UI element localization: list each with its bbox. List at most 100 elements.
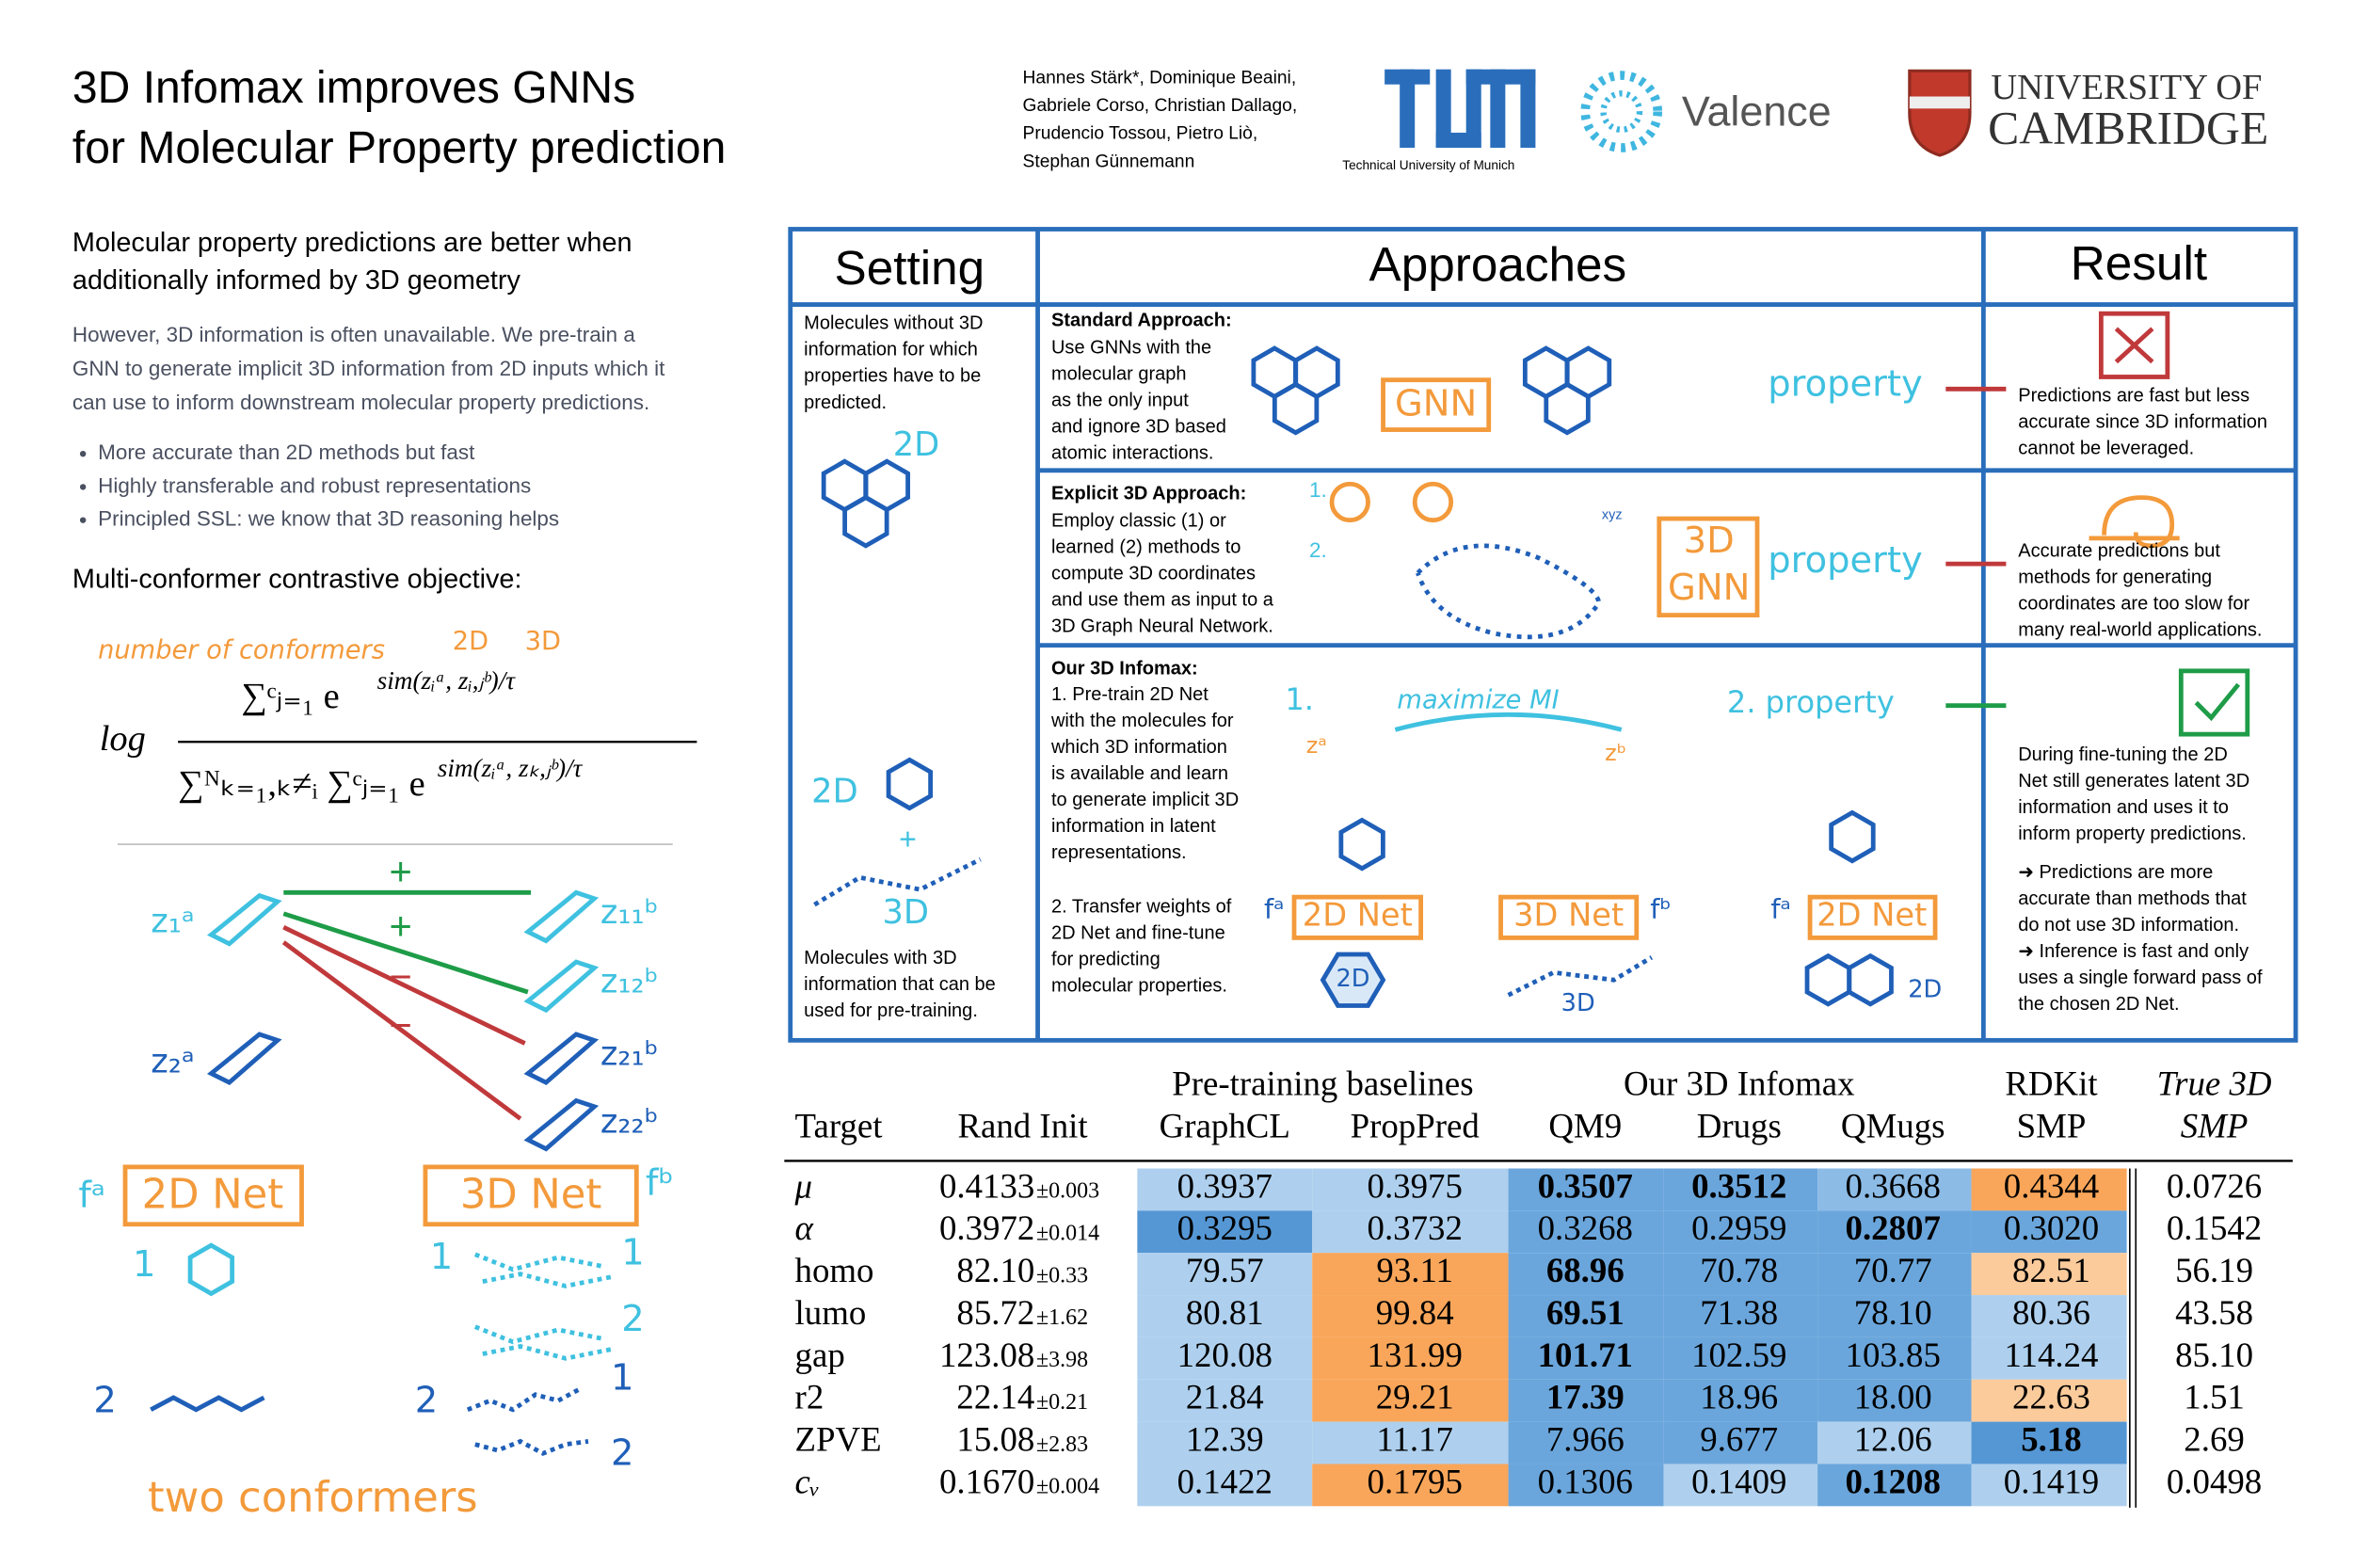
cell-shading: [1817, 1464, 1972, 1507]
column-header: Target: [795, 1106, 884, 1144]
cell-std: ±0.33: [1036, 1263, 1088, 1288]
result-note: do not use 3D information.: [2018, 915, 2239, 936]
approach-text: representations.: [1051, 842, 1187, 863]
column-header: Drugs: [1697, 1106, 1782, 1144]
f-label: fᵃ: [1264, 893, 1284, 925]
cell-value: 93.11: [1376, 1251, 1453, 1289]
z-label: z₁ᵃ: [151, 902, 194, 940]
molecule: [1546, 384, 1589, 432]
row-label: α: [795, 1208, 814, 1247]
drawing-label: 2D: [811, 773, 858, 811]
setting-text: properties have to be: [804, 366, 981, 387]
bullet: [79, 484, 87, 490]
cell-value: 0.1409: [1691, 1462, 1786, 1500]
row-label: cᵥ: [795, 1462, 821, 1500]
cell-shading: [1971, 1421, 2127, 1464]
cell-shading: [1817, 1379, 1972, 1422]
cell-shading: [1137, 1336, 1313, 1380]
drawing-label: +: [899, 822, 917, 856]
authors: Hannes Stärk*, Dominique Beaini,: [1023, 68, 1297, 88]
cell-value: 22.14: [956, 1378, 1034, 1416]
valence-logo: [1600, 90, 1643, 133]
conformer: [813, 856, 982, 907]
result-text: methods for generating: [2018, 568, 2212, 588]
cell-shading: [1508, 1336, 1664, 1380]
setting-text: information for which: [804, 340, 978, 360]
cell-shading: [1663, 1210, 1818, 1254]
cell-shading: [1663, 1295, 1818, 1337]
cell-shading: [1663, 1464, 1818, 1507]
cell-value: 0.3975: [1368, 1166, 1463, 1205]
title: 3D Infomax improves GNNs: [72, 62, 635, 113]
cell-value: 0.1419: [2004, 1462, 2099, 1500]
conformer: [473, 1324, 612, 1361]
cell-shading: [1312, 1421, 1509, 1464]
cell-value: 5.18: [2021, 1419, 2081, 1458]
cell-value: 56.19: [2175, 1251, 2253, 1289]
panel-header: Result: [2071, 236, 2207, 290]
group-header: Our 3D Infomax: [1624, 1064, 1855, 1102]
approach-text: compute 3D coordinates: [1051, 564, 1256, 584]
cambridge-shield: [1908, 69, 1972, 157]
column-header: GraphCL: [1160, 1106, 1290, 1144]
cell-value: 71.38: [1700, 1293, 1778, 1332]
formula: log: [100, 719, 146, 759]
cell-value: 2.69: [2184, 1419, 2244, 1458]
cell-value: 0.2807: [1846, 1208, 1941, 1247]
cell-value: 18.00: [1854, 1378, 1932, 1416]
result-text: Predictions are fast but less: [2018, 386, 2249, 407]
cell-std: ±0.003: [1036, 1179, 1099, 1204]
cell-value: 0.3020: [2004, 1208, 2099, 1247]
cross-icon: [2114, 327, 2154, 364]
column-header: Rand Init: [957, 1106, 1088, 1144]
panel-header: Setting: [835, 241, 985, 295]
column-header: SMP: [2181, 1106, 2249, 1144]
annotation: two conformers: [148, 1472, 478, 1522]
cell-value: 11.17: [1376, 1419, 1453, 1458]
cell-value: 12.06: [1854, 1419, 1932, 1458]
section-title: Multi-conformer contrastive objective:: [72, 564, 522, 594]
cell-value: 0.0498: [2167, 1462, 2262, 1500]
logo-text: CAMBRIDGE: [1988, 102, 2268, 153]
panel-drawings: [813, 311, 2250, 1008]
drawing-label: 2D: [1336, 965, 1369, 993]
cell-shading: [1971, 1379, 2127, 1422]
cell-value: 70.77: [1854, 1251, 1932, 1289]
cell-shading: [1312, 1464, 1509, 1507]
cell-value: 21.84: [1186, 1378, 1264, 1416]
mi-arrow: [1394, 712, 1623, 732]
approach-text: for predicting: [1051, 950, 1160, 970]
formula: ∑ᶜⱼ₌₁ e: [241, 677, 339, 716]
column-header: SMP: [2017, 1106, 2087, 1144]
cell-value: 17.39: [1546, 1378, 1625, 1416]
row-label: lumo: [795, 1293, 867, 1332]
cell-shading: [1137, 1379, 1313, 1422]
cell-shading: [1137, 1210, 1313, 1254]
row-label: ZPVE: [795, 1419, 882, 1458]
approach-title: Explicit 3D Approach:: [1051, 484, 1246, 504]
bullet-text: Principled SSL: we know that 3D reasonin…: [98, 507, 559, 531]
bullet-text: More accurate than 2D methods but fast: [98, 440, 475, 464]
approach-text: atomic interactions.: [1051, 442, 1213, 463]
cell-shading: [1971, 1253, 2127, 1296]
cell-value: 120.08: [1177, 1336, 1273, 1374]
cell-std: ±2.83: [1036, 1432, 1088, 1457]
setting-text: Molecules without 3D: [804, 313, 983, 334]
z-label: z₂₁ᵇ: [600, 1034, 659, 1073]
plus: +: [389, 904, 411, 948]
drawing-label: 2. property: [1727, 684, 1895, 720]
cell-value: 0.1306: [1538, 1462, 1633, 1500]
authors: Stephan Günnemann: [1023, 152, 1195, 171]
cell-value: 0.3972: [939, 1208, 1034, 1247]
cell-value: 0.3732: [1368, 1208, 1463, 1247]
cell-shading: [1508, 1421, 1664, 1464]
approach-text: Use GNNs with the: [1051, 337, 1211, 358]
cell-value: 43.58: [2175, 1293, 2253, 1332]
cell-shading: [1312, 1168, 1509, 1211]
cell-value: 80.36: [2012, 1293, 2090, 1332]
cell-shading: [1663, 1379, 1818, 1422]
cell-value: 68.96: [1546, 1251, 1625, 1289]
approach-text: information in latent: [1051, 816, 1216, 837]
cell-shading: [1137, 1464, 1313, 1507]
cell-shading: [1312, 1336, 1509, 1380]
